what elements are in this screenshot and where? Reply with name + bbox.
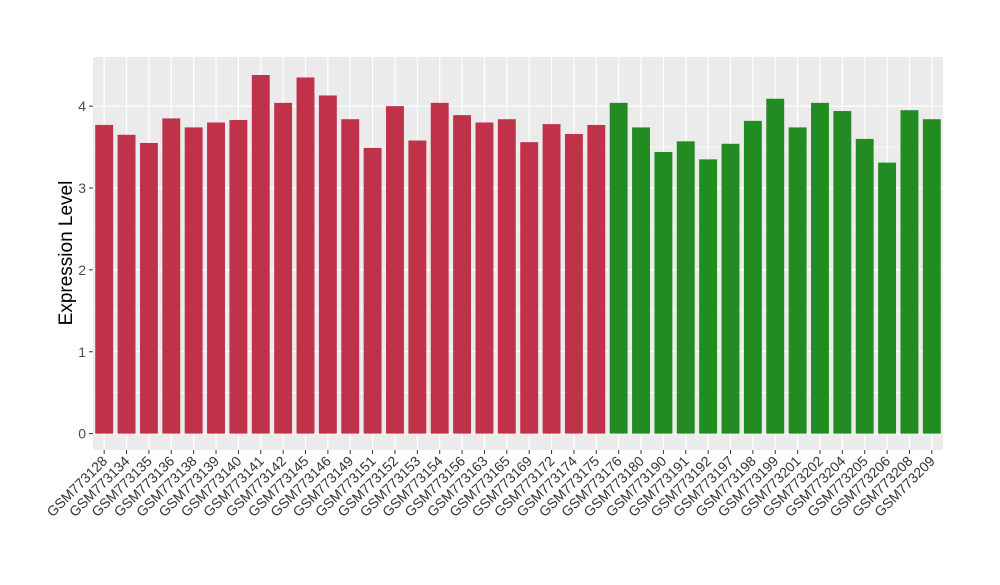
- bar-GSM773163: [475, 122, 494, 434]
- y-tick-label: 0: [78, 426, 86, 442]
- bar-GSM773151: [363, 147, 382, 434]
- bar-GSM773139: [207, 122, 225, 434]
- bar-GSM773153: [408, 140, 427, 434]
- bar-GSM773175: [587, 124, 606, 434]
- bar-GSM773138: [184, 127, 203, 434]
- bar-GSM773199: [766, 98, 785, 434]
- bar-GSM773146: [318, 95, 337, 434]
- bar-GSM773152: [386, 106, 404, 434]
- bar-GSM773174: [564, 133, 583, 434]
- bar-GSM773202: [811, 102, 829, 434]
- y-tick-label: 2: [78, 262, 86, 278]
- bar-GSM773204: [833, 111, 852, 434]
- bar-GSM773192: [699, 159, 718, 434]
- bar-GSM773149: [341, 119, 360, 434]
- bar-GSM773135: [139, 142, 158, 434]
- bar-GSM773197: [721, 143, 740, 434]
- bar-GSM773169: [520, 142, 539, 434]
- y-axis: 0 1 2 3 4: [78, 98, 93, 442]
- bar-GSM773208: [900, 110, 919, 434]
- bar-GSM773190: [654, 151, 673, 434]
- y-tick-label: 3: [78, 180, 86, 196]
- bars: [95, 75, 941, 434]
- y-axis-label: Expression Level: [56, 181, 77, 326]
- bar-GSM773154: [430, 102, 449, 434]
- bar-GSM773142: [274, 102, 293, 434]
- bar-GSM773128: [95, 124, 114, 434]
- bar-GSM773180: [632, 127, 650, 434]
- bar-GSM773201: [788, 127, 807, 434]
- bar-GSM773156: [453, 115, 472, 434]
- x-axis: GSM773128GSM773134GSM773135GSM773136GSM7…: [43, 450, 938, 520]
- bar-GSM773206: [878, 162, 897, 434]
- bar-GSM773198: [743, 120, 762, 434]
- bar-GSM773172: [542, 124, 561, 434]
- bar-GSM773145: [296, 77, 315, 434]
- bar-GSM773165: [497, 119, 516, 434]
- bar-GSM773136: [162, 118, 181, 434]
- bar-GSM773140: [229, 120, 248, 434]
- bar-GSM773134: [117, 134, 136, 434]
- bar-GSM773141: [251, 75, 270, 434]
- y-tick-label: 4: [78, 98, 86, 114]
- bar-GSM773205: [855, 138, 874, 434]
- bar-GSM773191: [676, 141, 695, 434]
- bar-GSM773176: [609, 102, 628, 434]
- bar-GSM773209: [922, 119, 941, 434]
- y-tick-label: 1: [78, 344, 86, 360]
